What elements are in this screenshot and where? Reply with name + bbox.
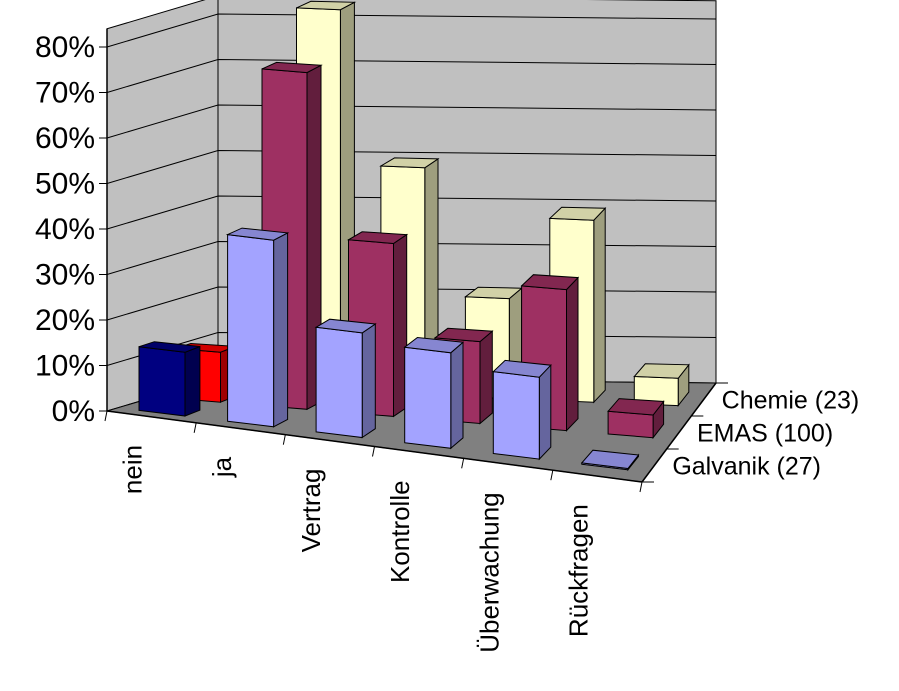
x-tick-mark (193, 422, 197, 433)
y-tick-label: 30% (35, 259, 95, 292)
bar-vertrag-0 (314, 318, 377, 439)
bar-nein-0 (138, 341, 201, 417)
x-category-label: nein (118, 445, 148, 494)
x-category-label: Kontrolle (385, 480, 415, 583)
series-label: Chemie (23) (722, 387, 860, 415)
x-category-label: ja (207, 456, 237, 478)
x-tick-mark (639, 481, 643, 493)
depth-axis-line (641, 382, 717, 483)
y-tick-label: 40% (35, 213, 95, 246)
bar-group (138, 0, 690, 472)
bar-kontrolle-0 (403, 336, 465, 450)
bar-rückfragen-1 (607, 398, 665, 440)
gridline (106, 13, 717, 48)
y-tick-label: 10% (35, 350, 95, 383)
x-category-label: Vertrag (296, 469, 326, 553)
series-label: Galvanik (27) (672, 453, 821, 481)
gridline (106, 149, 717, 184)
y-axis-tick-labels: 0% 10% 20% 30% 40% 50% 60% 70% 80% (35, 31, 107, 428)
x-tick-mark (461, 458, 465, 469)
bar-überwachung-0 (492, 359, 552, 461)
x-tick-mark (372, 446, 375, 457)
x-tick-mark (104, 410, 108, 422)
y-tick-label: 20% (35, 304, 95, 337)
x-category-label: Rückfragen (563, 504, 593, 637)
x-category-label: Überwachung (474, 492, 504, 652)
x-tick-mark (282, 434, 286, 445)
bar-ja-0 (225, 227, 290, 428)
x-tick-mark (550, 470, 554, 481)
y-tick-label: 80% (35, 31, 95, 64)
gridline (106, 195, 717, 230)
gridline (106, 58, 717, 93)
y-tick-label: 50% (35, 168, 95, 201)
y-tick-label: 60% (35, 122, 95, 155)
y-tick-label: 0% (52, 395, 95, 428)
series-label: EMAS (100) (697, 420, 833, 448)
x-axis-category-labels: nein ja Vertrag Kontrolle Überwachung Rückfra… (118, 445, 594, 653)
y-tick-label: 70% (35, 77, 95, 110)
series-depth-labels: Galvanik (27) EMAS (100) Chemie (23) (672, 387, 859, 481)
bar-rückfragen-2 (633, 363, 690, 408)
gridline (106, 104, 717, 139)
bar-rückfragen-0 (580, 449, 640, 472)
